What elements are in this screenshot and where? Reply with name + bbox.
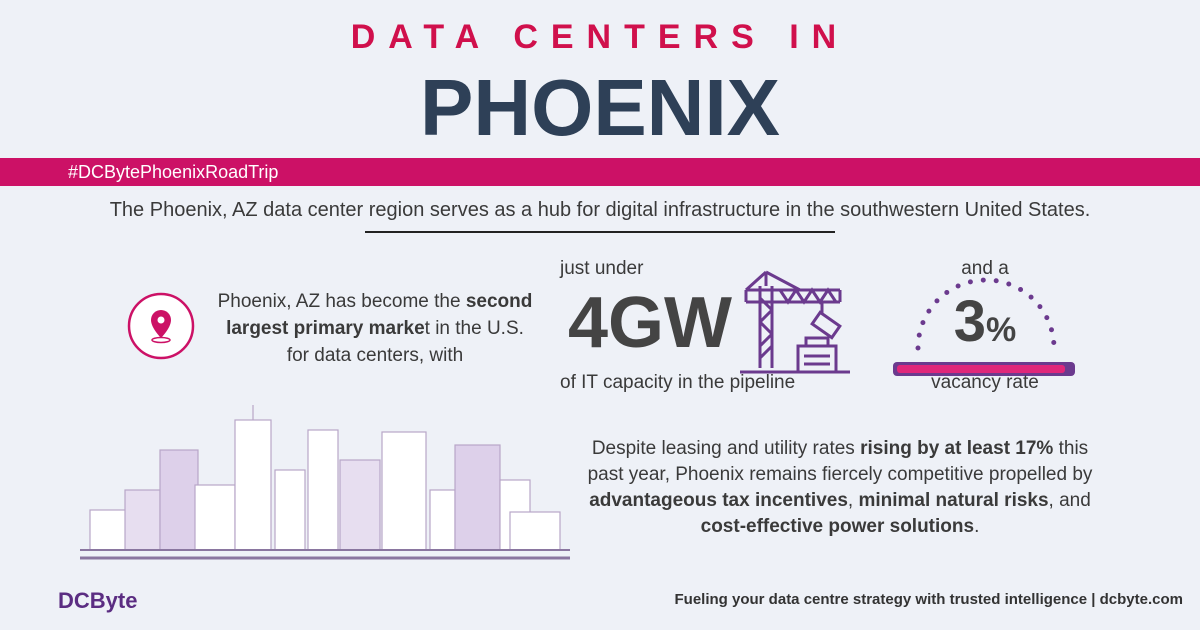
capacity-post: of IT capacity in the pipeline [560,372,796,393]
banner: #DCBytePhoenixRoadTrip [0,158,1200,186]
text: , [847,490,859,511]
vacancy-value: 3% [935,288,1035,355]
skyline [80,405,570,560]
hashtag: #DCBytePhoenixRoadTrip [68,162,279,182]
crane-icon [740,270,850,374]
tagline: Fueling your data centre strategy with t… [674,591,1183,608]
location-icon [127,292,195,360]
bold-text: second largest primary marke [226,291,533,339]
capacity-value: 4GW [568,283,733,363]
vacancy-unit: % [986,311,1017,349]
kicker: DATA CENTERS IN [350,18,850,56]
vacancy-post: vacancy rate [931,372,1039,393]
gauge-icon [893,277,1075,376]
logo: DCByte [58,588,138,613]
vacancy-number: 3 [953,289,987,354]
market-text: Phoenix, AZ has become the second larges… [215,288,535,369]
text: this past year, Phoenix remains fiercely… [587,438,1093,485]
text: . [974,516,980,537]
intro: The Phoenix, AZ data center region serve… [109,199,1091,221]
text: Despite leasing and utility rates [591,438,861,459]
vacancy-pre: and a [961,258,1009,279]
text: Phoenix, AZ has become the [217,291,466,312]
text: t in the U.S. for data centers, with [286,318,524,366]
bold-text: rising by at least 17% [860,438,1054,459]
body-text: Despite leasing and utility rates rising… [580,436,1100,540]
text: , and [1048,490,1091,511]
bold-text: advantageous tax incentives [589,490,848,511]
bold-text: minimal natural risks [858,490,1049,511]
capacity-pre: just under [560,258,644,279]
divider [365,231,835,233]
bold-text: cost-effective power solutions [700,516,975,537]
title: PHOENIX [419,63,781,152]
